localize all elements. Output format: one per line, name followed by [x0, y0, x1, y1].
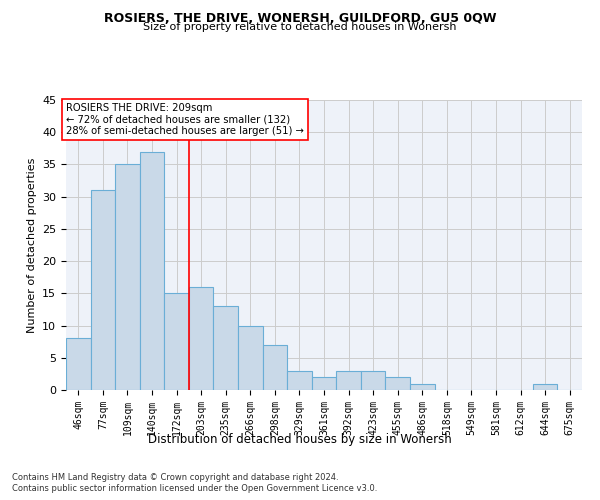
Bar: [238, 326, 263, 390]
Bar: [115, 164, 140, 390]
Bar: [164, 294, 189, 390]
Text: Distribution of detached houses by size in Wonersh: Distribution of detached houses by size …: [148, 432, 452, 446]
Bar: [287, 370, 312, 390]
Text: Contains HM Land Registry data © Crown copyright and database right 2024.: Contains HM Land Registry data © Crown c…: [12, 472, 338, 482]
Bar: [91, 190, 115, 390]
Bar: [361, 370, 385, 390]
Bar: [533, 384, 557, 390]
Bar: [312, 377, 336, 390]
Bar: [140, 152, 164, 390]
Bar: [385, 377, 410, 390]
Text: ROSIERS, THE DRIVE, WONERSH, GUILDFORD, GU5 0QW: ROSIERS, THE DRIVE, WONERSH, GUILDFORD, …: [104, 12, 496, 26]
Bar: [66, 338, 91, 390]
Bar: [263, 345, 287, 390]
Bar: [189, 287, 214, 390]
Y-axis label: Number of detached properties: Number of detached properties: [26, 158, 37, 332]
Bar: [410, 384, 434, 390]
Text: Size of property relative to detached houses in Wonersh: Size of property relative to detached ho…: [143, 22, 457, 32]
Bar: [214, 306, 238, 390]
Text: Contains public sector information licensed under the Open Government Licence v3: Contains public sector information licen…: [12, 484, 377, 493]
Bar: [336, 370, 361, 390]
Text: ROSIERS THE DRIVE: 209sqm
← 72% of detached houses are smaller (132)
28% of semi: ROSIERS THE DRIVE: 209sqm ← 72% of detac…: [66, 103, 304, 136]
